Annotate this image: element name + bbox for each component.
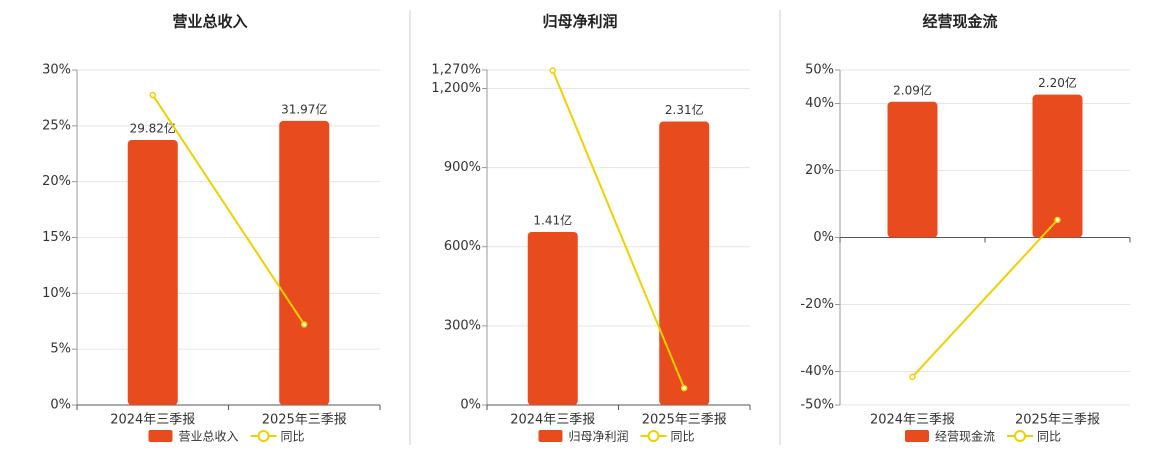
legend-swatch [538, 430, 563, 442]
value-label: 2.20亿 [1038, 75, 1077, 90]
value-label: 29.82亿 [130, 121, 176, 136]
y-tick-label: 50% [805, 63, 834, 78]
y-tick-label: 0% [460, 398, 481, 413]
value-label: 31.97亿 [281, 101, 327, 116]
y-tick-label: 30% [42, 63, 71, 78]
legend-label: 归母净利润 [569, 430, 629, 444]
chart-title: 营业总收入 [172, 13, 247, 31]
x-tick-label: 2025年三季报 [642, 413, 727, 428]
y-tick-label: 300% [444, 318, 481, 333]
y-tick-label: 40% [805, 96, 834, 111]
bar [279, 120, 330, 405]
y-tick-label: 0% [813, 230, 834, 245]
line [911, 219, 1059, 378]
chart-title: 归母净利润 [542, 13, 617, 31]
y-tick-label: 20% [42, 174, 71, 189]
y-tick-label: 25% [42, 118, 71, 133]
y-tick-label: 600% [444, 239, 481, 254]
bar [127, 140, 178, 405]
legend-label: 同比 [1037, 430, 1061, 444]
legend-swatch [148, 430, 173, 442]
y-tick-label: 1,270% [431, 63, 481, 78]
legend-label: 营业总收入 [179, 430, 239, 444]
y-tick-label: 15% [42, 230, 71, 245]
line [551, 70, 686, 389]
y-tick-label: 20% [805, 163, 834, 178]
x-tick-label: 2024年三季报 [110, 413, 195, 428]
legend-swatch [647, 430, 660, 442]
line [151, 94, 306, 326]
x-tick-label: 2025年三季报 [1015, 413, 1100, 428]
y-tick-label: 10% [42, 286, 71, 301]
y-tick-label: -40% [800, 364, 834, 379]
line-point [681, 384, 688, 392]
value-label: 2.09亿 [893, 82, 932, 97]
y-tick-label: -20% [800, 297, 834, 312]
y-tick-label: 5% [50, 342, 71, 357]
chart-panel: 经营现金流 -50% -40% -20% 0% 20% 40% 50% 2024年三季报 2025… [800, 13, 1131, 444]
y-tick-label: -50% [800, 398, 834, 413]
y-tick-label: 900% [444, 160, 481, 175]
x-tick-label: 2024年三季报 [510, 413, 595, 428]
line-point [549, 67, 556, 74]
y-tick-label: 0% [50, 398, 71, 413]
legend-swatch [1014, 430, 1027, 442]
legend-label: 同比 [671, 430, 695, 444]
x-tick-label: 2025年三季报 [262, 413, 347, 428]
value-label: 2.31亿 [665, 102, 704, 117]
legend-swatch [905, 430, 929, 442]
legend-label: 经营现金流 [935, 429, 995, 444]
bar [659, 121, 710, 406]
chart-panel: 归母净利润 0% 300% 600% 900% 1,200% 1,270% 2024年三季报 2… [431, 13, 751, 444]
line-point [909, 373, 916, 381]
line-point [301, 321, 308, 328]
bar [527, 231, 578, 405]
legend-swatch [257, 430, 270, 442]
chart-panel: 营业总收入 0% 5% 10% 15% 20% 25% 30% 2024年三季报 2025年三季报… [42, 13, 381, 444]
y-tick-label: 1,200% [431, 81, 481, 96]
legend-label: 同比 [281, 430, 305, 444]
x-tick-label: 2024年三季报 [870, 413, 955, 428]
bar [887, 101, 938, 238]
chart-title: 经营现金流 [922, 13, 997, 31]
value-label: 1.41亿 [533, 212, 572, 227]
line-point [149, 91, 156, 99]
bar [1032, 94, 1083, 238]
line-point [1054, 216, 1061, 224]
